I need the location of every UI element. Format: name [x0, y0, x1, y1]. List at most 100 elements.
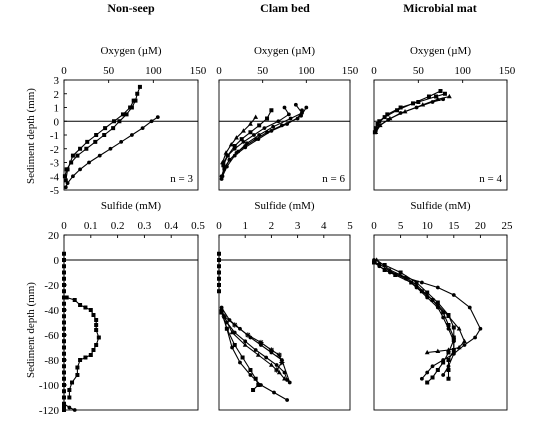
data-point-star: [268, 347, 274, 353]
data-point-dot: [430, 100, 435, 104]
data-point-square: [62, 301, 66, 306]
data-point-square: [67, 388, 72, 392]
data-point-square: [62, 389, 66, 394]
x-tick-label: 0: [371, 220, 377, 232]
data-point-dot: [414, 105, 419, 110]
data-point-square: [256, 383, 261, 387]
y-tick-label: -4: [50, 171, 60, 183]
data-point-dot: [108, 146, 113, 151]
data-point-square: [239, 137, 244, 142]
data-point-square: [446, 350, 451, 355]
data-point-square: [385, 112, 390, 117]
data-point-square: [425, 290, 430, 295]
data-point-square: [395, 108, 400, 113]
data-point-triangle: [241, 128, 246, 133]
data-point-triangle: [462, 338, 467, 344]
data-point-dot: [276, 119, 281, 124]
data-point-square: [248, 368, 253, 372]
data-point-square: [441, 360, 446, 365]
series-line-1: [373, 259, 482, 380]
x-axis-label: Sulfide (mM): [254, 200, 315, 212]
x-tick-label: 0: [216, 220, 222, 232]
data-point-square: [117, 119, 122, 124]
panel-sulfide-clambed: Sulfide (mM) 0 1 2 3 4 5: [216, 200, 353, 411]
data-point-square: [62, 326, 66, 331]
y-tick-label: 3: [54, 75, 60, 87]
y-tick-label: -80: [44, 355, 59, 367]
data-point-square: [70, 153, 75, 158]
data-point-dot: [451, 293, 456, 297]
plot-frame: [218, 234, 351, 411]
data-point-dot: [398, 111, 403, 115]
data-point-triangle: [234, 135, 239, 140]
data-point-square: [435, 368, 440, 372]
y-tick-label: -20: [44, 280, 59, 292]
data-point-dot: [253, 348, 258, 352]
data-point-dot: [446, 326, 451, 331]
data-point-square: [94, 343, 99, 347]
data-point-star: [258, 339, 264, 346]
data-point-square: [62, 308, 66, 312]
data-point-dot: [287, 380, 292, 385]
data-point-square: [62, 174, 67, 179]
data-point-triangle: [456, 326, 462, 331]
x-tick-label: 2: [269, 220, 275, 232]
data-point-square: [84, 146, 89, 151]
data-point-dot: [419, 280, 424, 285]
series-line-6: [221, 309, 288, 401]
data-point-square: [62, 258, 66, 262]
data-point-dot: [285, 398, 290, 402]
y-tick-label: 1: [54, 103, 60, 115]
data-point-square: [62, 314, 66, 319]
data-point-dot: [243, 339, 248, 344]
data-point-star: [276, 352, 282, 358]
data-point-dot: [257, 133, 262, 137]
data-point-square: [65, 167, 70, 172]
data-point-square: [62, 376, 66, 381]
data-point-square: [62, 345, 66, 350]
data-point-dot: [282, 105, 287, 110]
plot-frame: [218, 79, 351, 191]
x-tick-label: 5: [398, 220, 404, 232]
x-tick-label: 25: [502, 220, 514, 232]
data-point-dot: [386, 117, 391, 122]
data-point-square: [451, 338, 456, 342]
data-point-square: [62, 333, 66, 337]
data-point-square: [446, 323, 451, 327]
data-point-dot: [238, 360, 242, 365]
data-point-dot: [269, 128, 274, 133]
data-point-dot: [63, 185, 68, 190]
data-point-square: [217, 251, 221, 256]
panel-sulfide-nonseep: Sulfide (mM)0 0.1 0.2 0.3 0.4 0.5200-20-40-60…: [39, 200, 206, 417]
data-point-square: [128, 105, 133, 110]
data-point-square: [62, 364, 66, 369]
data-point-square: [94, 318, 99, 322]
data-point-square: [103, 126, 108, 131]
data-point-square: [72, 298, 77, 302]
x-tick-label: 0.4: [164, 220, 178, 232]
data-point-square: [382, 115, 387, 120]
series-line-5: [384, 264, 455, 383]
data-point-square: [446, 368, 451, 372]
data-point-dot: [248, 373, 253, 377]
data-point-square: [83, 355, 88, 360]
data-point-square: [62, 283, 66, 287]
data-point-square: [219, 310, 224, 315]
data-point-triangle: [269, 362, 274, 367]
data-point-square: [62, 405, 66, 410]
data-point-square: [446, 376, 451, 381]
data-point-dot: [271, 124, 276, 129]
data-point-square: [393, 273, 398, 277]
x-tick-label: 0.1: [84, 220, 98, 232]
data-point-triangle: [242, 342, 248, 347]
sample-count-label: n = 6: [322, 173, 345, 185]
data-point-square: [111, 126, 116, 131]
data-point-square: [91, 348, 96, 352]
y-tick-label: 0: [54, 255, 60, 267]
data-point-square: [442, 91, 447, 96]
series-line-6: [221, 107, 307, 177]
data-point-square: [93, 139, 98, 144]
plot-frame: [63, 234, 199, 411]
